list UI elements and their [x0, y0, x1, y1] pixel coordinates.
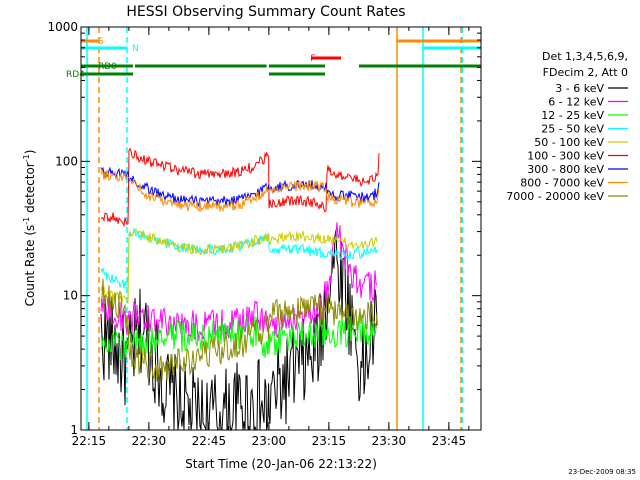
- y-tick-label: 1000: [47, 20, 78, 34]
- legend: Det 1,3,4,5,6,9, FDecim 2, Att 0 3 - 6 k…: [506, 50, 628, 203]
- series-line-6-12-kev: [100, 222, 378, 341]
- legend-label-3-6-kev: 3 - 6 keV: [555, 82, 604, 95]
- axes: 22:15 22:30 22:45 23:00 23:15 23:30 23:45 1 10 10…: [47, 20, 481, 448]
- flag-label-rd4: RD4: [66, 70, 85, 80]
- legend-label-7000-20000-kev: 7000 - 20000 keV: [506, 190, 604, 203]
- flag-label-n: N: [132, 44, 139, 54]
- y-axis-label: Count Rate (s-1 detector-1): [22, 150, 37, 307]
- legend-label-25-50-kev: 25 - 50 keV: [541, 123, 604, 136]
- legend-label-300-800-kev: 300 - 800 keV: [527, 163, 604, 176]
- x-tick-label: 23:15: [312, 434, 347, 448]
- flag-label-f: F: [310, 54, 315, 64]
- y-label-mid: detector: [23, 162, 37, 217]
- series-line-7000-20000-kev: [100, 278, 378, 382]
- vertical-markers: [86, 27, 463, 430]
- chart-title: HESSI Observing Summary Count Rates: [126, 4, 405, 20]
- flag-label-rd0: RD0: [98, 62, 117, 72]
- x-tick-label: 22:30: [132, 434, 167, 448]
- legend-label-800-7000-kev: 800 - 7000 keV: [520, 177, 604, 190]
- legend-label-6-12-kev: 6 - 12 keV: [548, 96, 604, 109]
- series-line-50-100-kev: [100, 227, 378, 304]
- timestamp: 23-Dec-2009 08:35: [568, 468, 636, 476]
- x-tick-label: 23:45: [432, 434, 467, 448]
- y-tick-label: 1: [70, 423, 78, 437]
- series-line-300-800-kev: [100, 166, 380, 207]
- x-axis-label: Start Time (20-Jan-06 22:13:22): [185, 457, 377, 471]
- x-tick-label: 23:30: [372, 434, 407, 448]
- series-line-800-7000-kev: [100, 168, 380, 213]
- legend-label-100-300-kev: 100 - 300 keV: [527, 150, 604, 163]
- x-tick-label: 23:00: [252, 434, 287, 448]
- y-tick-label: 10: [63, 289, 78, 303]
- legend-header-line-2: FDecim 2, Att 0: [543, 66, 628, 79]
- x-tick-label: 22:15: [72, 434, 107, 448]
- x-tick-label: 22:45: [192, 434, 227, 448]
- series-line-12-25-kev: [100, 315, 378, 361]
- flag-label-s: S: [98, 37, 104, 47]
- legend-header-line-1: Det 1,3,4,5,6,9,: [542, 50, 628, 63]
- y-label-main: Count Rate (s: [23, 225, 37, 307]
- y-label-sup2: -1: [22, 154, 31, 162]
- y-tick-label: 100: [55, 154, 78, 168]
- legend-label-12-25-kev: 12 - 25 keV: [541, 109, 604, 122]
- y-label-end: ): [23, 150, 37, 155]
- series-line-100-300-kev: [100, 147, 380, 228]
- flag-bars: S N F RD0 RD4: [66, 37, 481, 80]
- plot-frame: [80, 26, 482, 431]
- legend-label-50-100-kev: 50 - 100 keV: [534, 136, 604, 149]
- series-layer: [100, 147, 380, 432]
- y-label-sup1: -1: [22, 217, 31, 225]
